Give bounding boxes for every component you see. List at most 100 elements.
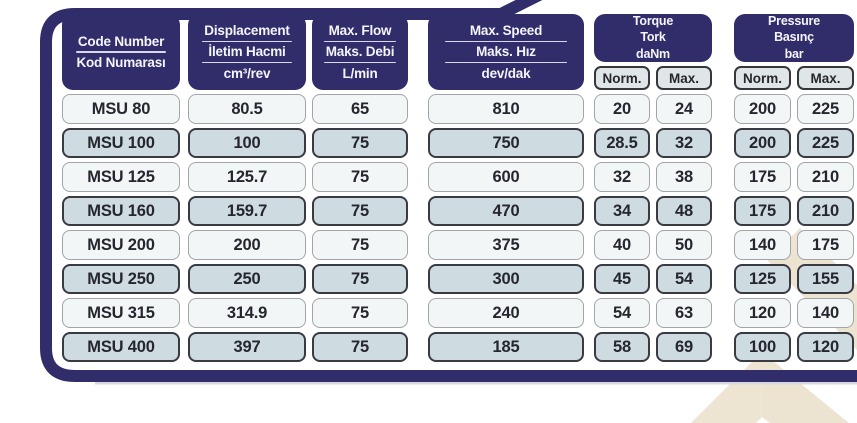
header-label-tr: Kod Numarası: [76, 55, 166, 71]
speed-cell: 600: [428, 162, 584, 192]
speed-cell: 300: [428, 264, 584, 294]
header-unit: cm³/rev: [223, 65, 271, 81]
flow-cell: 75: [312, 332, 408, 362]
code-cell: MSU 160: [62, 196, 180, 226]
torque-max-cell: 63: [656, 298, 712, 328]
torque-max-cell: 50: [656, 230, 712, 260]
displacement-cell: 80.5: [188, 94, 306, 124]
displacement-cell: 397: [188, 332, 306, 362]
speed-cell: 470: [428, 196, 584, 226]
speed-cell: 810: [428, 94, 584, 124]
header-label-tr: İletim Hacmi: [208, 44, 286, 60]
torque-header: Torque Tork daNm: [594, 14, 712, 62]
pressure-header: Pressure Basınç bar: [734, 14, 854, 62]
speed-cell: 185: [428, 332, 584, 362]
flow-cell: 65: [312, 94, 408, 124]
pressure-norm-cell: 200: [734, 94, 791, 124]
header-divider: [201, 62, 293, 64]
torque-norm-cell: 34: [594, 196, 650, 226]
pressure-max-cell: 225: [797, 128, 854, 158]
code-cell: MSU 100: [62, 128, 180, 158]
speed-cell: 375: [428, 230, 584, 260]
displacement-cell: 100: [188, 128, 306, 158]
max-flow-header: Max. Flow Maks. Debi L/min: [312, 14, 408, 90]
torque-norm-cell: 40: [594, 230, 650, 260]
header-unit: bar: [784, 46, 804, 61]
flow-cell: 75: [312, 162, 408, 192]
displacement-cell: 159.7: [188, 196, 306, 226]
header-unit: dev/dak: [481, 65, 531, 81]
torque-max-cell: 69: [656, 332, 712, 362]
header-divider: [445, 62, 567, 64]
pressure-max-subheader: Max.: [797, 66, 854, 90]
speed-cell: 240: [428, 298, 584, 328]
pressure-norm-subheader: Norm.: [734, 66, 791, 90]
torque-norm-subheader: Norm.: [594, 66, 650, 90]
pressure-norm-cell: 200: [734, 128, 791, 158]
pressure-norm-cell: 140: [734, 230, 791, 260]
header-divider: [445, 40, 567, 42]
pressure-norm-cell: 175: [734, 162, 791, 192]
header-unit: daNm: [636, 46, 670, 61]
pressure-max-cell: 155: [797, 264, 854, 294]
flow-cell: 75: [312, 264, 408, 294]
torque-norm-cell: 58: [594, 332, 650, 362]
pressure-max-cell: 175: [797, 230, 854, 260]
torque-max-cell: 24: [656, 94, 712, 124]
spec-table: Code Number Kod Numarası Displacement İl…: [62, 14, 854, 362]
torque-max-subheader: Max.: [656, 66, 712, 90]
displacement-cell: 200: [188, 230, 306, 260]
flow-cell: 75: [312, 128, 408, 158]
pressure-norm-cell: 120: [734, 298, 791, 328]
code-number-header: Code Number Kod Numarası: [62, 14, 180, 90]
displacement-cell: 314.9: [188, 298, 306, 328]
flow-cell: 75: [312, 230, 408, 260]
header-label-en: Max. Flow: [328, 22, 392, 38]
code-cell: MSU 80: [62, 94, 180, 124]
torque-max-cell: 38: [656, 162, 712, 192]
header-label-tr: Maks. Debi: [325, 44, 395, 60]
torque-max-cell: 48: [656, 196, 712, 226]
header-label-en: Pressure: [768, 14, 820, 29]
code-cell: MSU 250: [62, 264, 180, 294]
max-speed-header: Max. Speed Maks. Hız dev/dak: [428, 14, 584, 90]
code-cell: MSU 200: [62, 230, 180, 260]
displacement-cell: 125.7: [188, 162, 306, 192]
header-label-en: Torque: [632, 14, 674, 29]
code-cell: MSU 400: [62, 332, 180, 362]
header-divider: [75, 51, 167, 53]
pressure-norm-cell: 125: [734, 264, 791, 294]
displacement-header: Displacement İletim Hacmi cm³/rev: [188, 14, 306, 90]
pressure-max-cell: 225: [797, 94, 854, 124]
header-divider: [323, 40, 397, 42]
header-label-en: Max. Speed: [469, 22, 543, 38]
pressure-max-cell: 140: [797, 298, 854, 328]
torque-norm-cell: 28.5: [594, 128, 650, 158]
torque-norm-cell: 32: [594, 162, 650, 192]
header-label-tr: Basınç: [774, 30, 814, 45]
flow-cell: 75: [312, 196, 408, 226]
pressure-max-cell: 210: [797, 162, 854, 192]
pressure-max-cell: 120: [797, 332, 854, 362]
code-cell: MSU 125: [62, 162, 180, 192]
pressure-norm-cell: 175: [734, 196, 791, 226]
torque-norm-cell: 45: [594, 264, 650, 294]
header-divider: [323, 62, 397, 64]
header-label-en: Displacement: [204, 22, 290, 38]
pressure-max-cell: 210: [797, 196, 854, 226]
torque-norm-cell: 54: [594, 298, 650, 328]
torque-max-cell: 32: [656, 128, 712, 158]
header-unit: L/min: [342, 65, 378, 81]
pressure-norm-cell: 100: [734, 332, 791, 362]
torque-max-cell: 54: [656, 264, 712, 294]
torque-norm-cell: 20: [594, 94, 650, 124]
code-cell: MSU 315: [62, 298, 180, 328]
header-label-tr: Tork: [640, 30, 666, 45]
flow-cell: 75: [312, 298, 408, 328]
header-divider: [201, 40, 293, 42]
speed-cell: 750: [428, 128, 584, 158]
header-label-en: Code Number: [77, 33, 165, 49]
displacement-cell: 250: [188, 264, 306, 294]
header-label-tr: Maks. Hız: [476, 44, 536, 60]
